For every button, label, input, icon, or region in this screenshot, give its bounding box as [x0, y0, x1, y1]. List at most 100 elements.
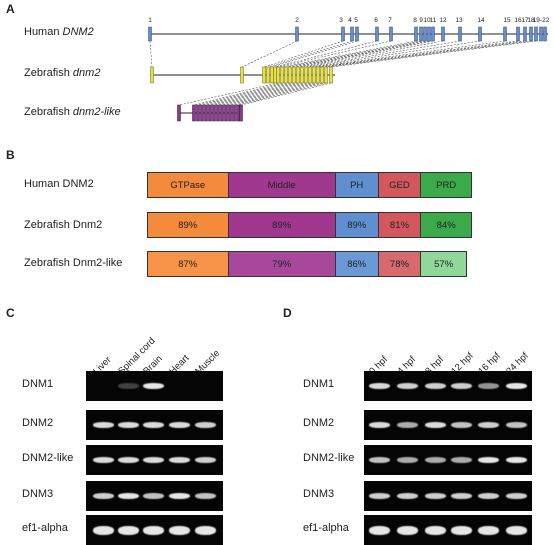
domain-segment: 87% [148, 252, 229, 276]
connector-line [209, 82, 299, 106]
gel-band [369, 383, 390, 389]
gel-band [369, 457, 390, 463]
panel-label-c: C [6, 306, 15, 320]
gel-band [506, 493, 527, 499]
connector-line [201, 82, 291, 106]
connector-line [330, 40, 537, 68]
domain-segment: 89% [335, 213, 379, 237]
exon-number-label: 17 [521, 17, 529, 24]
gel-image [364, 445, 532, 475]
human-exon [419, 26, 423, 42]
human-exon [389, 26, 393, 42]
exon-connector-lines [149, 40, 537, 106]
dnm2-like-exon [236, 104, 240, 122]
connector-line [271, 40, 358, 68]
panel-label-b: B [6, 148, 15, 162]
connector-line [217, 82, 307, 106]
connector-line [313, 40, 506, 68]
gel-image [86, 445, 223, 475]
gel-band [397, 457, 418, 463]
gel-band [169, 422, 190, 428]
dnm2-exon [312, 66, 316, 84]
human-exon [523, 26, 527, 42]
exon-number-label: 3 [339, 17, 343, 24]
connector-line [240, 82, 332, 106]
dnm2-like-exon [232, 104, 236, 122]
gene-row-label: ef1-alpha [22, 522, 68, 534]
domain-segment: 84% [421, 213, 471, 237]
exon-number-label: 14 [477, 17, 485, 24]
dnm2-like-exon [177, 104, 181, 122]
gel-band [478, 526, 499, 535]
connector-line [309, 40, 481, 68]
gene-row-label: DNM1 [22, 378, 54, 390]
dnm2-exon [296, 66, 300, 84]
human-exon [375, 26, 379, 42]
gel-band [451, 457, 472, 463]
gene-label-zebrafish-dnm2: Zebrafish dnm2 [24, 67, 101, 79]
domain-segment: Middle [228, 173, 336, 197]
dnm2-like-exon [228, 104, 232, 122]
exon-number-label: 8 [413, 17, 417, 24]
gel-image [86, 371, 223, 401]
gel-band [169, 526, 190, 535]
exon-number-label: 4 [348, 17, 352, 24]
panel-label-a: A [6, 2, 15, 16]
gel-band [506, 422, 527, 428]
exon-number-label: 13 [455, 17, 463, 24]
gel-image [86, 515, 223, 545]
dnm2-exon [288, 66, 292, 84]
human-exon [539, 26, 543, 42]
exon-number-label: 10 [423, 17, 431, 24]
gel-band [451, 383, 472, 389]
gene-row-label: DNM2-like [22, 452, 74, 464]
gel-band [93, 422, 114, 428]
gene-row-label: DNM3 [303, 488, 335, 500]
gel-band [397, 383, 418, 389]
domain-segment: GTPase [148, 173, 229, 197]
dnm2-like-exon [239, 104, 243, 122]
human-exon [350, 26, 354, 42]
dnm2-exon [150, 66, 154, 84]
connector-line [321, 40, 526, 68]
gene-row-label: ef1-alpha [303, 522, 349, 534]
connector-line [301, 40, 444, 68]
dnm2-like-exon [216, 104, 220, 122]
domain-bar-zebrafish-dnm2-like: 87% 79% 86% 78% 57% [147, 251, 467, 277]
dnm2-exon [292, 66, 296, 84]
gel-image [364, 481, 532, 511]
gel-band [118, 422, 139, 428]
gene-row-label: DNM3 [22, 488, 54, 500]
gene-row-label: DNM2 [303, 417, 335, 429]
exon-number-label: 11 [430, 17, 437, 24]
human-exon [423, 26, 427, 42]
domain-segment: PH [335, 173, 379, 197]
human-exon [529, 26, 533, 42]
dnm2-exon [284, 66, 288, 84]
connector-line [293, 40, 430, 68]
domain-segment: 78% [378, 252, 422, 276]
dnm2-exon [266, 66, 270, 84]
gel-band [195, 422, 216, 428]
dnm2-exon [300, 66, 304, 84]
gel-band [143, 493, 164, 499]
dnm2-like-exons [177, 104, 243, 122]
gene-row-label: DNM2-like [303, 452, 355, 464]
gene-row-label: DNM2 [22, 417, 54, 429]
dnm2-exon [329, 66, 333, 84]
gel-band [451, 422, 472, 428]
human-exons [148, 26, 547, 42]
dnm2-exon [304, 66, 308, 84]
human-exon [148, 26, 152, 42]
gel-band [118, 457, 139, 463]
gel-band [369, 422, 390, 428]
connector-line [297, 40, 434, 68]
connector-line [225, 82, 315, 106]
dnm2-like-exon [208, 104, 212, 122]
human-exon [414, 26, 418, 42]
gel-band [93, 457, 114, 463]
connector-line [289, 40, 426, 68]
human-exon [534, 26, 538, 42]
gel-band [425, 457, 446, 463]
